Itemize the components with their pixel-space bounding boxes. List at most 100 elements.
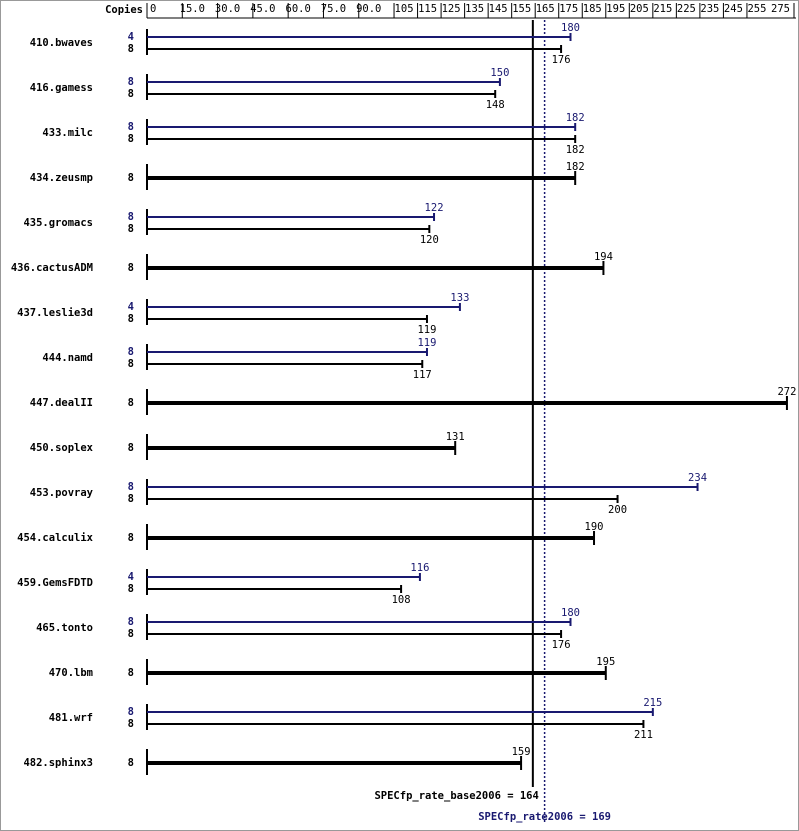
value-label: 122 [425, 202, 444, 214]
benchmark-label: 481.wrf [49, 712, 93, 724]
copies-label: 8 [128, 442, 134, 454]
value-label: 195 [596, 656, 615, 668]
benchmark-label: 433.milc [42, 127, 93, 139]
copies-label: 8 [128, 133, 134, 145]
copies-label: 4 [128, 571, 134, 583]
x-tick-label: 145 [489, 3, 508, 15]
benchmark-label: 465.tonto [36, 622, 93, 634]
value-label: 116 [410, 562, 429, 574]
value-label: 119 [417, 324, 436, 336]
value-label: 148 [486, 99, 505, 111]
value-label: 180 [561, 22, 580, 34]
x-tick-label: 0 [150, 3, 156, 15]
benchmark-label: 453.povray [30, 487, 94, 499]
x-tick-label: 245 [724, 3, 743, 15]
copies-label: 8 [128, 358, 134, 370]
benchmark-label: 410.bwaves [30, 37, 93, 49]
copies-label: 8 [128, 346, 134, 358]
value-label: 180 [561, 607, 580, 619]
x-tick-label: 60.0 [286, 3, 311, 15]
benchmark-label: 416.gamess [30, 82, 93, 94]
x-tick-label: 135 [465, 3, 484, 15]
value-label: 176 [552, 54, 571, 66]
copies-label: 8 [128, 172, 134, 184]
value-label: 182 [566, 144, 585, 156]
x-tick-label: 155 [512, 3, 531, 15]
x-tick-label: 215 [653, 3, 672, 15]
benchmark-label: 434.zeusmp [30, 172, 93, 184]
benchmark-label: 436.cactusADM [11, 262, 93, 274]
value-label: 215 [643, 697, 662, 709]
reference-label: SPECfp_rate_base2006 = 164 [374, 790, 538, 802]
value-label: 234 [688, 472, 707, 484]
copies-label: 8 [128, 121, 134, 133]
x-tick-label: 255 [747, 3, 766, 15]
x-tick-label: 115 [418, 3, 437, 15]
value-label: 119 [417, 337, 436, 349]
value-label: 131 [446, 431, 465, 443]
value-label: 182 [566, 112, 585, 124]
x-tick-label: 90.0 [356, 3, 381, 15]
copies-label: 8 [128, 313, 134, 325]
x-tick-label: 195 [606, 3, 625, 15]
copies-label: 8 [128, 43, 134, 55]
copies-label: 8 [128, 76, 134, 88]
benchmark-label: 444.namd [42, 352, 93, 364]
value-label: 190 [585, 521, 604, 533]
benchmark-label: 450.soplex [30, 442, 94, 454]
x-tick-label: 175 [559, 3, 578, 15]
x-tick-label: 205 [630, 3, 649, 15]
copies-label: 8 [128, 481, 134, 493]
x-tick-label: 105 [395, 3, 414, 15]
copies-header: Copies [105, 4, 143, 16]
benchmark-label: 454.calculix [17, 532, 94, 544]
value-label: 133 [450, 292, 469, 304]
copies-label: 8 [128, 397, 134, 409]
copies-label: 8 [128, 493, 134, 505]
benchmark-label: 437.leslie3d [17, 307, 93, 319]
x-tick-label: 45.0 [250, 3, 275, 15]
copies-label: 8 [128, 667, 134, 679]
reference-label: SPECfp_rate2006 = 169 [478, 811, 611, 823]
value-label: 176 [552, 639, 571, 651]
copies-label: 8 [128, 616, 134, 628]
x-tick-label: 15.0 [180, 3, 205, 15]
value-label: 211 [634, 729, 653, 741]
copies-label: 4 [128, 31, 134, 43]
copies-label: 8 [128, 88, 134, 100]
value-label: 150 [490, 67, 509, 79]
value-label: 200 [608, 504, 627, 516]
copies-label: 4 [128, 301, 134, 313]
benchmark-label: 435.gromacs [23, 217, 93, 229]
x-tick-label: 275 [771, 3, 790, 15]
x-tick-label: 165 [536, 3, 555, 15]
value-label: 272 [777, 386, 796, 398]
benchmark-label: 482.sphinx3 [23, 757, 93, 769]
x-tick-label: 225 [677, 3, 696, 15]
benchmark-label: 470.lbm [49, 667, 93, 679]
copies-label: 8 [128, 628, 134, 640]
copies-label: 8 [128, 583, 134, 595]
value-label: 108 [392, 594, 411, 606]
x-tick-label: 185 [583, 3, 602, 15]
copies-label: 8 [128, 706, 134, 718]
benchmark-label: 459.GemsFDTD [17, 577, 93, 589]
x-tick-label: 75.0 [321, 3, 346, 15]
copies-label: 8 [128, 211, 134, 223]
copies-label: 8 [128, 223, 134, 235]
copies-label: 8 [128, 718, 134, 730]
copies-label: 8 [128, 262, 134, 274]
value-label: 182 [566, 161, 585, 173]
value-label: 120 [420, 234, 439, 246]
x-tick-label: 30.0 [215, 3, 240, 15]
value-label: 159 [512, 746, 531, 758]
value-label: 194 [594, 251, 613, 263]
benchmark-label: 447.dealII [30, 397, 93, 409]
copies-label: 8 [128, 532, 134, 544]
copies-label: 8 [128, 757, 134, 769]
x-tick-label: 235 [700, 3, 719, 15]
x-tick-label: 125 [442, 3, 461, 15]
